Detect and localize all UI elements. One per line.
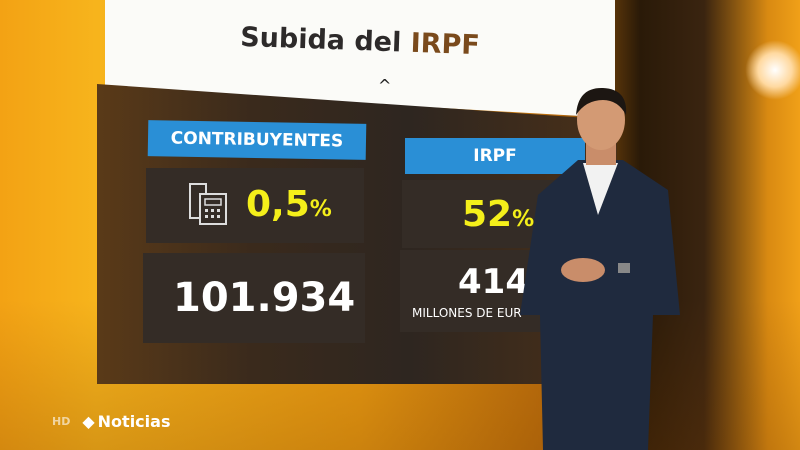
hd-badge: HD	[52, 415, 71, 428]
channel-logo: HD ◆ Noticias	[52, 412, 170, 431]
contribuyentes-figure: 101.934	[173, 275, 356, 321]
header-irpf: IRPF	[405, 138, 585, 174]
header-contribuyentes: CONTRIBUYENTES	[147, 120, 367, 160]
contribuyentes-percent: 0,5%	[246, 184, 332, 225]
irpf-figure: 414	[458, 262, 529, 302]
presenter	[520, 87, 680, 450]
irpf-figure-unit: MILLONES DE EUR	[412, 306, 522, 320]
light-flare	[745, 40, 800, 100]
receipt-calculator-icon	[189, 183, 227, 225]
page-title: Subida del IRPF	[239, 21, 481, 62]
channel-name: Noticias	[97, 412, 171, 431]
irpf-percent: 52%	[462, 194, 535, 235]
contribuyentes-percent-cell: 0,5%	[146, 168, 364, 243]
chevron-up-icon: ^	[378, 76, 392, 95]
antena3-logo-icon: ◆	[82, 412, 95, 431]
contribuyentes-figure-cell: 101.934	[143, 253, 365, 343]
